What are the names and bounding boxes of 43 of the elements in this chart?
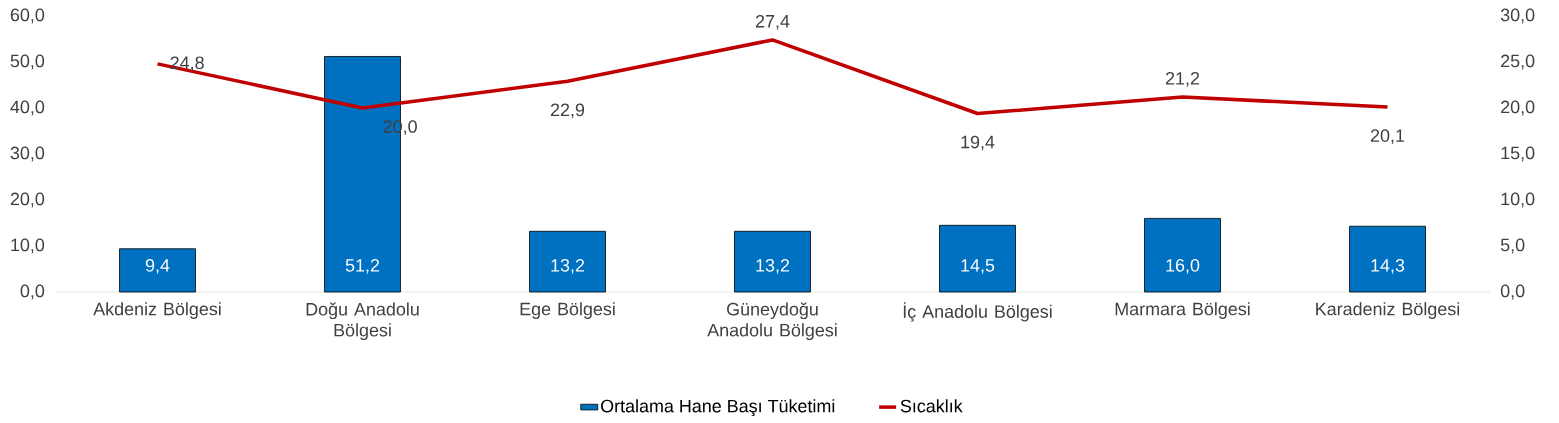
data-label: 9,4: [145, 259, 170, 274]
y2-tick-label: 30,0: [1500, 8, 1535, 24]
y-tick-label: 0,0: [20, 284, 45, 300]
data-label: 27,4: [755, 14, 790, 30]
data-label: 13,2: [756, 259, 790, 274]
x-tick-label: Marmara Bölgesi: [1115, 302, 1250, 319]
data-label: 16,0: [1166, 259, 1200, 274]
data-label: 19,4: [961, 135, 995, 151]
bar: [529, 230, 606, 293]
y2-tick-label: 15,0: [1501, 146, 1535, 162]
data-label: 14,5: [961, 259, 995, 274]
data-label: 21,2: [1165, 71, 1200, 87]
y2-tick-label: 20,0: [1501, 100, 1535, 116]
x-tick-label: Akdeniz Bölgesi: [93, 302, 221, 319]
y2-tick-label: 25,0: [1501, 54, 1535, 70]
data-label: 22,9: [550, 103, 585, 119]
bar: [1144, 218, 1221, 293]
x-tick-label: Karadeniz Bölgesi: [1316, 302, 1460, 319]
data-label: 14,3: [1371, 259, 1405, 274]
y-tick-label: 20,0: [10, 192, 45, 208]
bar: [1349, 225, 1426, 293]
y-tick-label: 40,0: [10, 100, 45, 116]
y2-tick-label: 5,0: [1500, 238, 1525, 254]
x-tick-label: İç Anadolu Bölgesi: [903, 302, 1052, 322]
data-label: 24,8: [170, 56, 204, 72]
y-tick-label: 30,0: [10, 146, 45, 162]
y2-tick-label: 0,0: [1500, 284, 1525, 300]
legend-label: Ortalama Hane Başı Tüketimi: [601, 399, 835, 417]
data-label: 13,2: [551, 259, 585, 274]
y-tick-label: 10,0: [11, 238, 45, 254]
y-tick-label: 50,0: [10, 54, 45, 70]
data-label: 51,2: [345, 259, 380, 274]
bar: [119, 248, 196, 293]
data-label: 20,1: [1370, 129, 1405, 145]
bar: [939, 224, 1016, 293]
y-tick-label: 60,0: [10, 8, 45, 24]
y2-tick-label: 10,0: [1501, 192, 1535, 208]
x-tick-label: Ege Bölgesi: [520, 302, 615, 319]
x-tick-label: Güneydoğu Anadolu Bölgesi: [707, 302, 837, 341]
x-tick-label: Doğu Anadolu Bölgesi: [306, 302, 419, 341]
bar: [734, 230, 811, 293]
data-label: 20,0: [383, 120, 417, 135]
legend-label: Sıcaklık: [900, 399, 963, 413]
